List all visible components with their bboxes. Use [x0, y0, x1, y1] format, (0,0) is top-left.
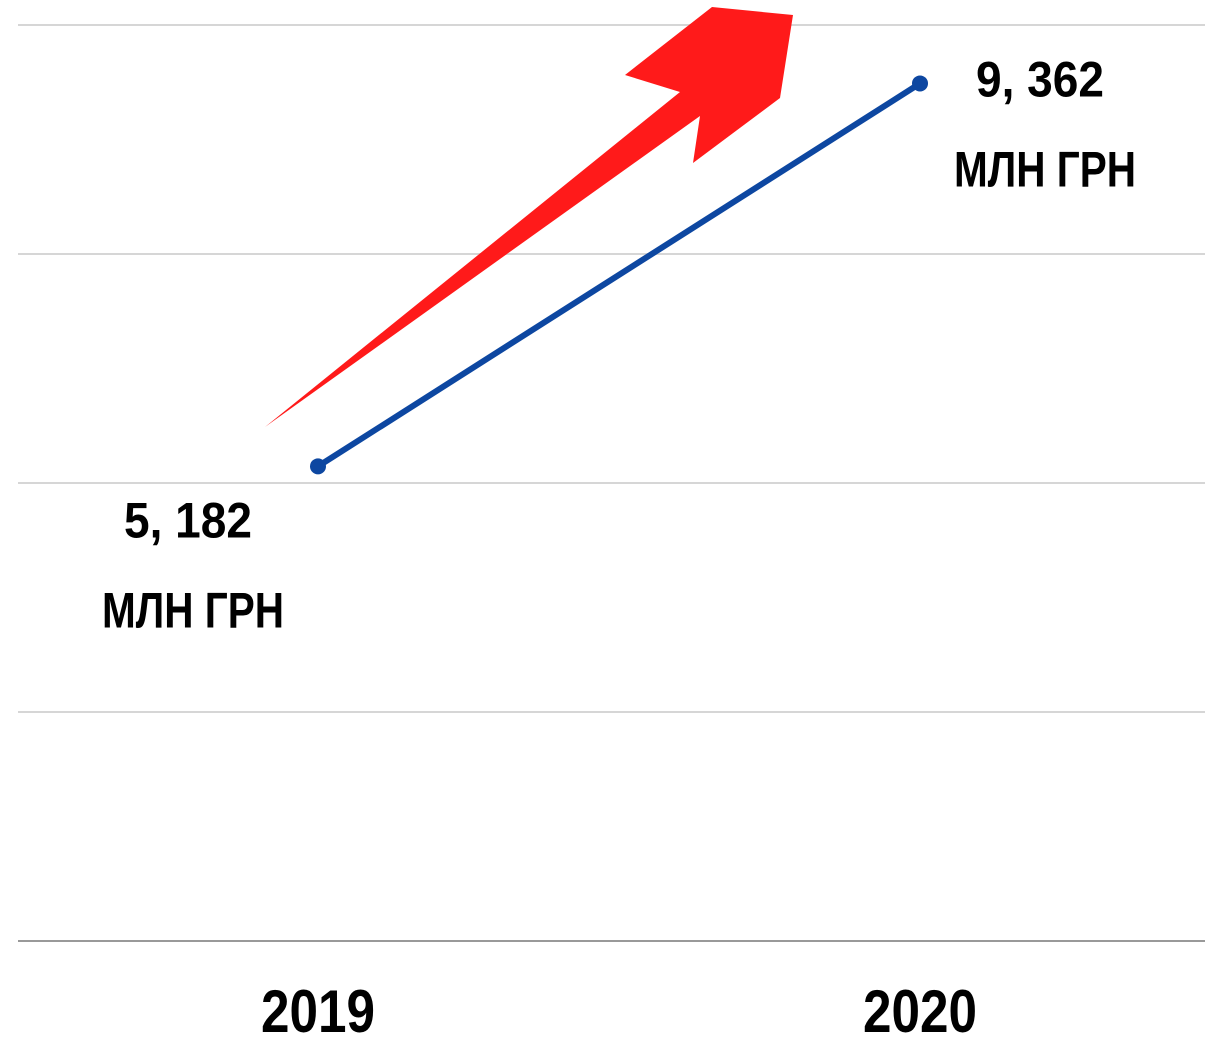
x-tick-label: 2020 — [863, 978, 977, 1044]
line — [315, 80, 923, 470]
trend-arrow — [265, 7, 793, 427]
data-label-unit: МЛН ГРН — [954, 142, 1136, 198]
data-label: 5, 182 — [124, 493, 252, 549]
data-label-unit: МЛН ГРН — [102, 583, 284, 639]
data-label: 9, 362 — [976, 52, 1104, 108]
point — [310, 458, 326, 475]
x-tick-label: 2019 — [261, 978, 375, 1044]
point — [912, 75, 928, 92]
